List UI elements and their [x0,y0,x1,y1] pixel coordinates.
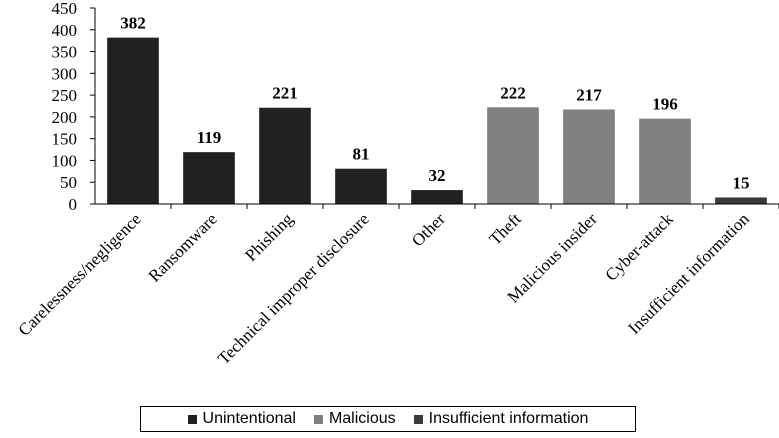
data-label: 119 [197,128,222,147]
x-tick-label: Theft [485,209,525,249]
x-tick-label: Phishing [241,209,297,265]
y-tick-label: 0 [69,195,78,214]
legend-swatch-unintentional [187,414,197,424]
y-tick-label: 350 [52,43,78,62]
legend-item-insufficient-information: Insufficient information [413,410,589,428]
x-tick-label: Technical improper disclosure [214,209,373,368]
legend-label-malicious: Malicious [328,410,396,427]
legend: Unintentional Malicious Insufficient inf… [140,406,636,432]
legend-item-unintentional: Unintentional [187,410,296,428]
y-axis: 0 50 100 150 200 250 300 350 400 450 [52,0,96,214]
bar [411,190,463,204]
data-label: 221 [272,84,298,103]
y-tick-label: 200 [52,108,78,127]
y-tick-label: 50 [60,173,77,192]
y-tick-label: 450 [52,0,78,18]
x-axis: Carelessness/negligence Ransomware Phishin… [15,203,779,368]
data-label: 222 [500,83,526,102]
bar [715,197,767,204]
bars [107,37,767,204]
legend-item-malicious: Malicious [313,410,396,428]
bar [335,168,387,204]
bar [639,118,691,204]
data-label: 81 [353,145,370,164]
bar [487,107,539,204]
data-label: 15 [733,173,750,192]
x-tick-label: Other [408,209,449,250]
y-tick-label: 100 [52,151,78,170]
x-tick-label: Ransomware [145,209,221,285]
bar [563,109,615,204]
y-tick-label: 400 [52,21,78,40]
data-label: 217 [576,85,602,104]
y-tick-label: 300 [52,64,78,83]
data-labels: 382 119 221 81 32 222 217 196 15 [120,14,749,193]
legend-swatch-malicious [313,414,323,424]
y-tick-label: 150 [52,130,78,149]
bar [107,37,159,204]
data-label: 196 [652,95,678,114]
bar [259,107,311,204]
legend-label-insufficient-information: Insufficient information [428,410,589,427]
legend-swatch-insufficient-information [413,414,423,424]
bar [183,152,235,204]
data-label: 32 [429,166,446,185]
x-tick-label: Carelessness/negligence [15,209,145,339]
legend-label-unintentional: Unintentional [202,410,296,427]
y-tick-label: 250 [52,86,78,105]
data-label: 382 [120,14,146,33]
x-tick-label: Cyber-attack [602,209,678,285]
